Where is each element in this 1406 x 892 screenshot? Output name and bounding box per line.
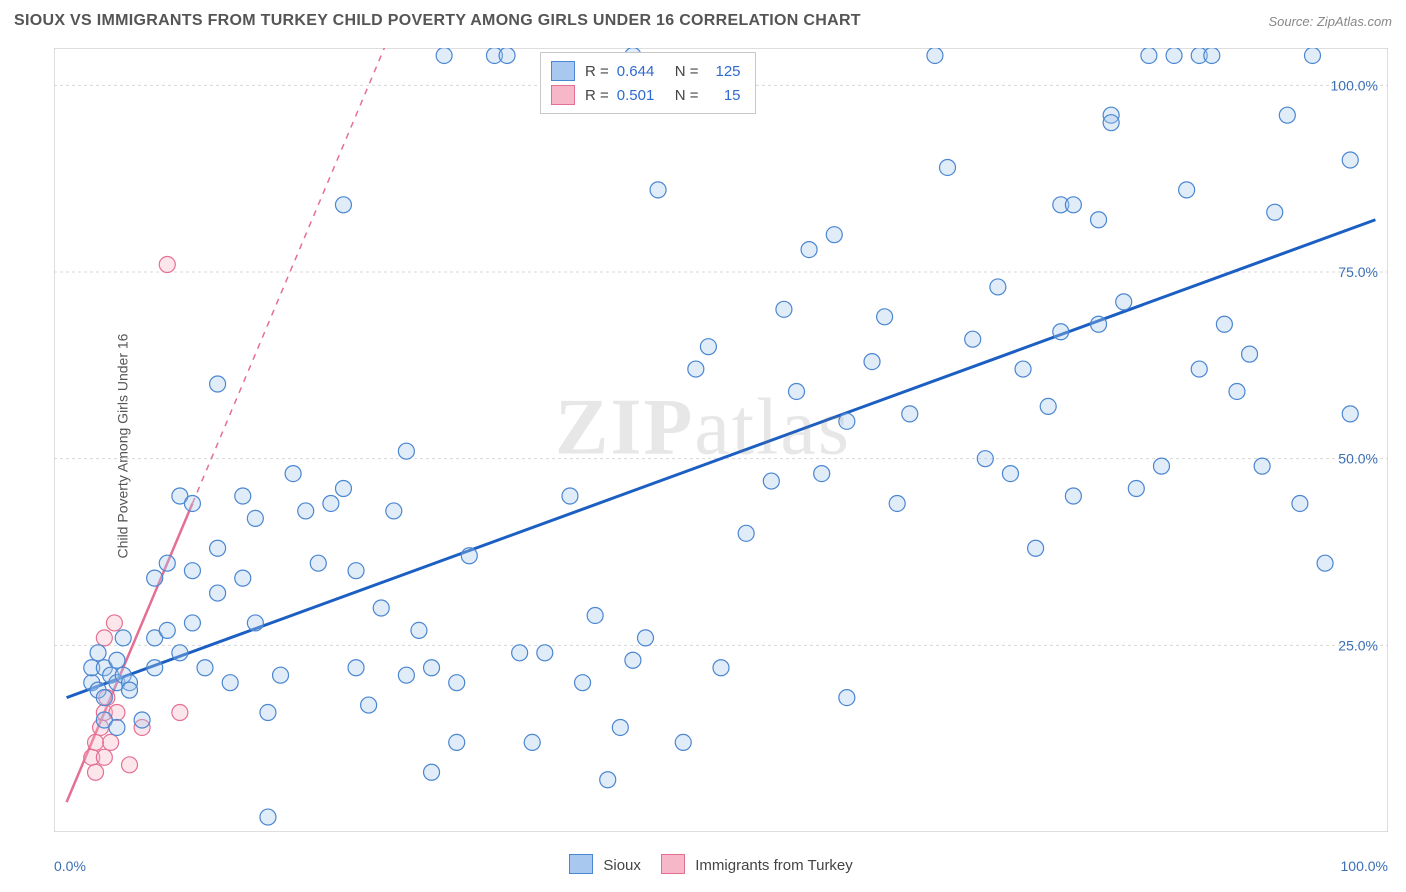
correlation-legend: R = 0.644 N = 125 R = 0.501 N = 15 [540,52,756,114]
svg-text:100.0%: 100.0% [1331,77,1378,93]
legend-label: Immigrants from Turkey [695,857,853,874]
n-value: 125 [707,63,741,80]
n-label: N = [675,87,699,104]
series-legend: Sioux Immigrants from Turkey [0,854,1406,874]
r-label: R = [585,63,609,80]
svg-text:50.0%: 50.0% [1338,451,1378,467]
legend-row-sioux: R = 0.644 N = 125 [551,59,741,83]
r-value: 0.501 [617,87,665,104]
legend-row-turkey: R = 0.501 N = 15 [551,83,741,107]
r-value: 0.644 [617,63,665,80]
source-label: Source: ZipAtlas.com [1268,14,1392,29]
plot-area: 25.0% 50.0% 75.0% 100.0% [54,48,1388,832]
svg-text:25.0%: 25.0% [1338,637,1378,653]
r-label: R = [585,87,609,104]
x-tick-max: 100.0% [1341,858,1388,874]
legend-swatch-turkey [661,854,685,874]
x-tick-min: 0.0% [54,858,86,874]
legend-swatch-sioux [569,854,593,874]
legend-label: Sioux [603,857,641,874]
svg-text:75.0%: 75.0% [1338,264,1378,280]
legend-swatch-turkey [551,85,575,105]
legend-swatch-sioux [551,61,575,81]
n-label: N = [675,63,699,80]
scatter-plot: 25.0% 50.0% 75.0% 100.0% [54,48,1388,832]
n-value: 15 [707,87,741,104]
chart-title: SIOUX VS IMMIGRANTS FROM TURKEY CHILD PO… [14,12,861,29]
